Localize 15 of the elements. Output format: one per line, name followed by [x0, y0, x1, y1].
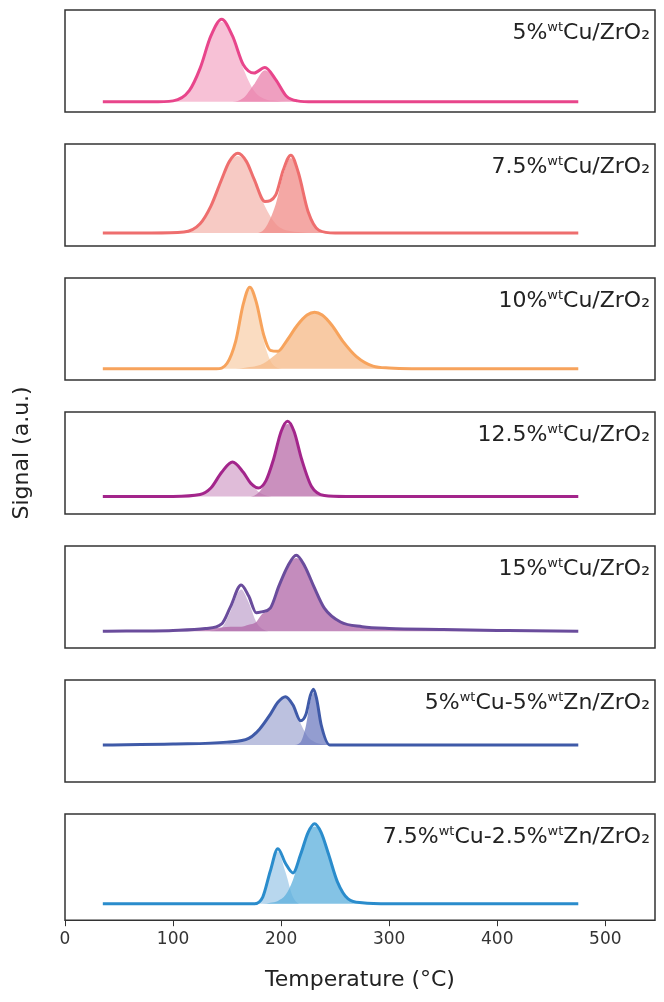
- x-tick-label: 500: [589, 927, 622, 948]
- x-tick-label: 0: [59, 927, 71, 948]
- x-tick-label: 400: [481, 927, 514, 948]
- chart-title: 5%$^{wt}$Cu/ZrO₂: [512, 19, 650, 45]
- x-tick-label: 200: [264, 927, 298, 948]
- x-tick-label: 300: [372, 927, 406, 948]
- x-axis-title: Temperature (°C): [264, 965, 455, 991]
- y-axis-title: Signal (a.u.): [7, 386, 33, 520]
- chart-title: 7.5%$^{wt}$Cu/ZrO₂: [491, 153, 650, 179]
- x-tick-label: 100: [156, 927, 190, 948]
- chart-title: 5%$^{wt}$Cu-5%$^{wt}$Zn/ZrO₂: [424, 689, 650, 715]
- chart-title: 10%$^{wt}$Cu/ZrO₂: [498, 287, 650, 313]
- chart-title: 7.5%$^{wt}$Cu-2.5%$^{wt}$Zn/ZrO₂: [382, 823, 650, 849]
- chart-title: 12.5%$^{wt}$Cu/ZrO₂: [477, 421, 650, 447]
- chart-title: 15%$^{wt}$Cu/ZrO₂: [498, 555, 650, 581]
